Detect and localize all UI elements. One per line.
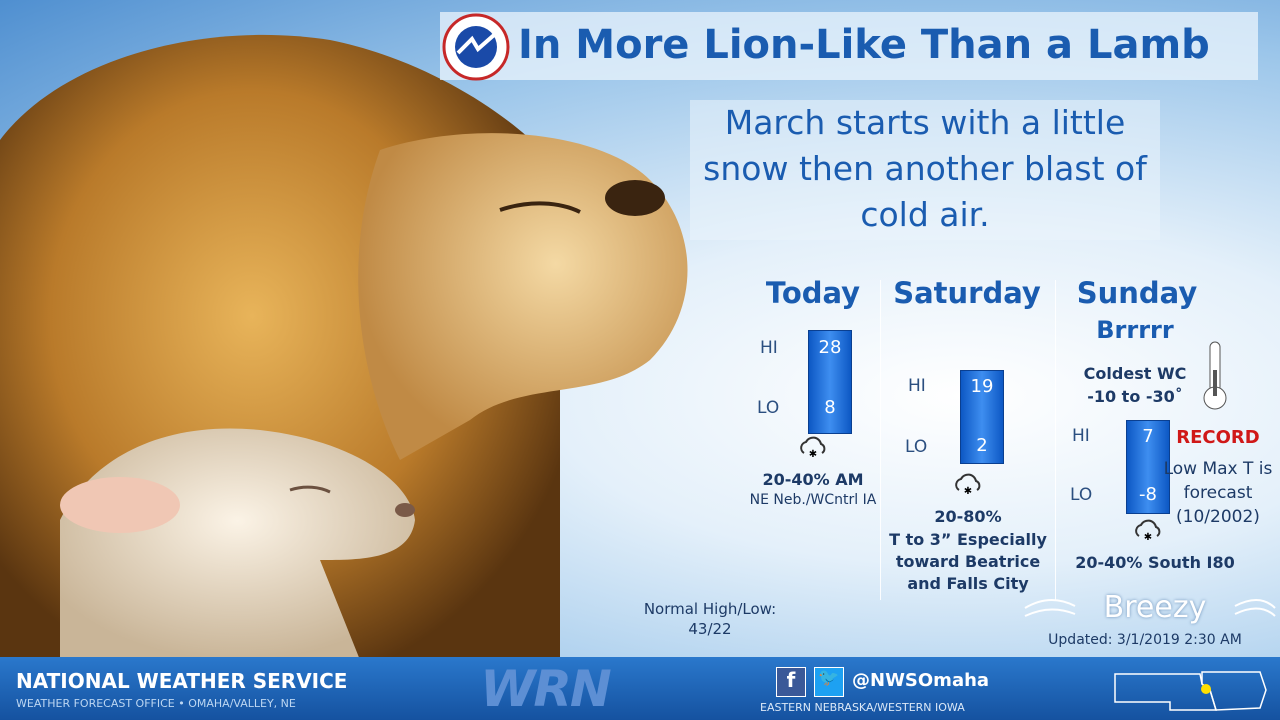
divider [880, 280, 881, 600]
wrn-logo: WRN [480, 660, 612, 718]
footer-office: WEATHER FORECAST OFFICE • OMAHA/VALLEY, … [16, 697, 296, 710]
title: In More Lion-Like Than a Lamb [518, 22, 1210, 68]
day-name: Saturday [893, 276, 1041, 310]
wind-chill-label: Coldest WC [1083, 364, 1187, 383]
normal-value: 43/22 [688, 620, 732, 638]
precip-note: T to 3” Especially toward Beatrice and F… [889, 530, 1047, 593]
lo-label: LO [757, 398, 780, 418]
divider [1055, 280, 1056, 600]
hi-value: 28 [818, 337, 842, 358]
snow-icon: ✱ [800, 436, 826, 460]
day-name: Sunday [1076, 276, 1198, 310]
normal-label: Normal High/Low: [643, 600, 777, 618]
record-label: RECORD [1176, 427, 1260, 448]
updated: Updated: 3/1/2019 2:30 AM [1048, 632, 1242, 648]
precip: 20-40% South I80 [1075, 553, 1235, 572]
facebook-icon[interactable]: f [776, 667, 806, 697]
hi-label: HI [908, 376, 926, 396]
snow-icon: ✱ [1135, 519, 1161, 543]
footer-org: NATIONAL WEATHER SERVICE [16, 669, 348, 693]
lo-label: LO [905, 437, 928, 457]
wind-swirls [1024, 599, 1276, 617]
social-handle[interactable]: @NWSOmaha [852, 670, 990, 691]
title-box [440, 12, 1258, 80]
svg-text:✱: ✱ [964, 486, 972, 497]
wind-chill: -10 to -30˚ [1087, 387, 1183, 406]
lo-value: 8 [824, 397, 836, 418]
hi-value: 7 [1142, 426, 1154, 447]
footer-region: EASTERN NEBRASKA/WESTERN IOWA [760, 701, 965, 714]
hi-label: HI [1072, 426, 1090, 446]
lo-label: LO [1070, 485, 1093, 505]
temp-bar [960, 370, 1004, 464]
precip-area: NE Neb./WCntrl IA [749, 492, 877, 508]
nws-logo [442, 13, 510, 81]
footer [0, 657, 1280, 720]
lo-value: 2 [976, 435, 988, 456]
subtitle: March starts with a little snow then ano… [690, 100, 1160, 240]
hi-label: HI [760, 338, 778, 358]
precip: 20-80% [934, 507, 1002, 526]
breezy: Breezy [1103, 590, 1207, 625]
lion-lamb-illustration [0, 34, 688, 660]
snow-icon: ✱ [955, 473, 981, 497]
day-name: Today [765, 276, 861, 310]
temp-bar [808, 330, 852, 434]
thermometer-icon [1203, 341, 1227, 410]
twitter-icon[interactable]: 🐦 [814, 667, 844, 697]
lo-value: -8 [1139, 484, 1157, 505]
tagline: Brrrrr [1096, 316, 1174, 344]
temp-bar [1126, 420, 1170, 514]
region-map [1114, 671, 1267, 711]
svg-text:✱: ✱ [809, 449, 817, 460]
record-note: Low Max T is forecast (10/2002) [1163, 459, 1273, 527]
svg-text:✱: ✱ [1144, 532, 1152, 543]
hi-value: 19 [970, 376, 994, 397]
precip: 20-40% AM [762, 470, 864, 489]
